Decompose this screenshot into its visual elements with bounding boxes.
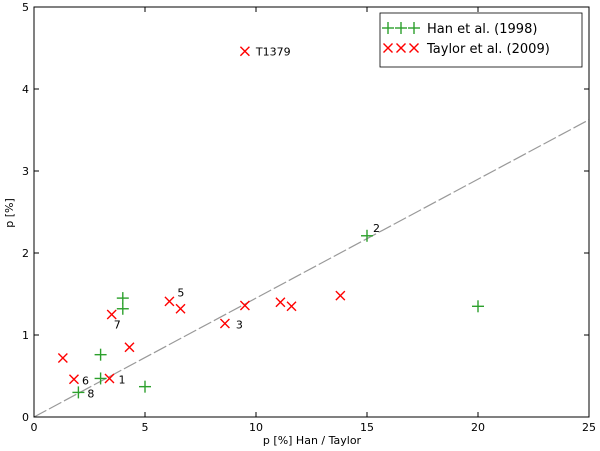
y-axis-label: p [%]	[3, 198, 16, 228]
plot-area: 0 5 10 15 20 25 0 1 2 3 4 5 8 2 6 1 7 5 3 T1379	[22, 1, 596, 434]
point-label: 6	[82, 374, 89, 387]
legend-marker	[409, 43, 419, 53]
marker-stroke	[239, 46, 250, 57]
marker-stroke	[164, 296, 175, 307]
legend-label: Han et al. (1998)	[427, 22, 537, 37]
point-label: 2	[373, 222, 380, 235]
han-point	[94, 348, 107, 361]
taylor-point	[57, 352, 68, 363]
legend-marker	[396, 43, 406, 53]
reference-line	[33, 119, 590, 418]
taylor-point	[175, 303, 186, 314]
point-label: 5	[177, 286, 184, 299]
taylor-point	[239, 46, 250, 57]
point-label: 7	[114, 319, 121, 332]
x-tick-label: 5	[142, 421, 149, 434]
y-tick-label: 3	[22, 165, 29, 178]
plot-frame	[33, 6, 590, 418]
x-tick-label: 10	[249, 421, 263, 434]
marker-stroke	[396, 43, 406, 53]
y-tick-label: 4	[22, 83, 29, 96]
y-tick-label: 2	[22, 247, 29, 260]
han-point	[94, 372, 107, 385]
legend-marker	[408, 22, 420, 34]
taylor-point	[239, 300, 250, 311]
marker-stroke	[124, 342, 135, 353]
marker-stroke	[383, 43, 393, 53]
taylor-point	[124, 342, 135, 353]
taylor-point	[286, 301, 297, 312]
y-tick-label: 1	[22, 329, 29, 342]
marker-stroke	[286, 301, 297, 312]
marker-stroke	[275, 297, 286, 308]
taylor-point	[275, 297, 286, 308]
taylor-point	[335, 290, 346, 301]
legend-marker	[382, 22, 394, 34]
x-tick-label: 15	[360, 421, 374, 434]
point-label: 1	[118, 373, 125, 386]
taylor-point	[106, 309, 117, 320]
point-label: 3	[236, 319, 243, 332]
marker-stroke	[104, 373, 115, 384]
legend-marker	[383, 43, 393, 53]
marker-stroke	[219, 318, 230, 329]
marker-stroke	[335, 290, 346, 301]
han-point	[116, 292, 129, 305]
han-point	[472, 300, 484, 313]
point-label: T1379	[255, 45, 291, 58]
taylor-point	[104, 373, 115, 384]
marker-stroke	[106, 309, 117, 320]
han-point	[361, 229, 373, 242]
taylor-point	[164, 296, 175, 307]
taylor-point	[68, 374, 79, 385]
marker-stroke	[409, 43, 419, 53]
x-tick-label: 25	[582, 421, 596, 434]
legend-label: Taylor et al. (2009)	[426, 42, 550, 57]
marker-stroke	[239, 300, 250, 311]
x-tick-label: 20	[471, 421, 485, 434]
y-tick-label: 0	[22, 411, 29, 424]
legend: Han et al. (1998) Taylor et al. (2009)	[379, 12, 583, 68]
y-tick-label: 5	[22, 1, 29, 14]
han-point	[72, 386, 85, 399]
han-point	[139, 380, 151, 393]
legend-marker	[395, 22, 407, 34]
han-point	[116, 302, 129, 315]
x-tick-label: 0	[31, 421, 38, 434]
x-axis-label: p [%] Han / Taylor	[263, 434, 362, 447]
marker-stroke	[68, 374, 79, 385]
marker-stroke	[57, 352, 68, 363]
marker-stroke	[175, 303, 186, 314]
point-label: 8	[87, 387, 94, 400]
taylor-point	[219, 318, 230, 329]
